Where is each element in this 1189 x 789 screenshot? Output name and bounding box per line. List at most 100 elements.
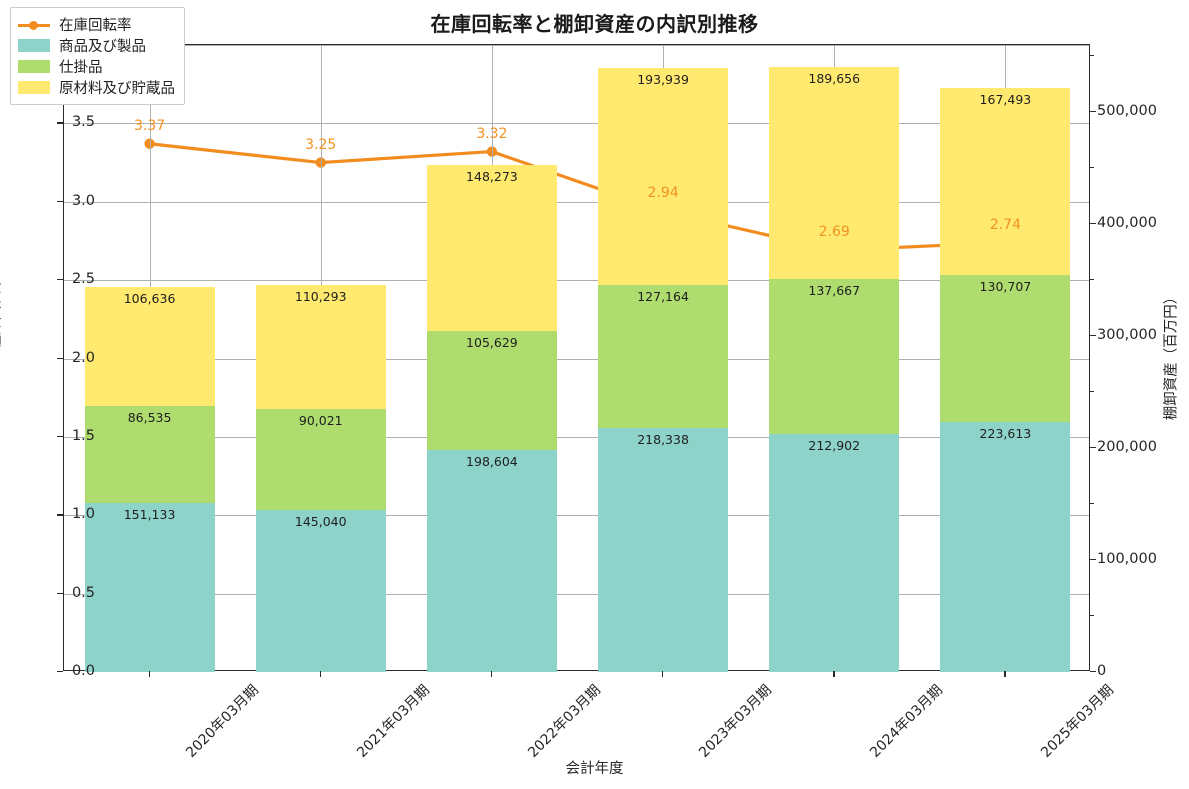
left-tick-mark <box>57 514 63 516</box>
gridline-horizontal <box>64 358 1089 360</box>
bar-segment <box>598 68 729 286</box>
bar-segment <box>255 408 386 510</box>
bar-value-label: 90,021 <box>298 412 343 428</box>
left-tick-mark <box>57 279 63 281</box>
left-tick-mark <box>57 200 63 203</box>
bar-segment <box>426 165 557 332</box>
bar-segment <box>84 502 215 672</box>
gridline-horizontal <box>64 593 1089 595</box>
bar-value-label: 137,667 <box>808 283 861 299</box>
bar-value-label: 105,629 <box>466 335 518 351</box>
legend-swatch-icon <box>18 39 50 52</box>
chart-title: 在庫回転率と棚卸資産の内訳別推移 <box>430 12 759 36</box>
right-tick-label: 0 <box>1097 663 1107 679</box>
legend-item[interactable]: 原材料及び貯蔵品 <box>18 77 175 98</box>
x-tick-mark <box>490 671 493 677</box>
line-value-label: 2.74 <box>989 216 1021 233</box>
bar-segment <box>598 285 729 428</box>
x-tick-label: 2025年03月期 <box>1038 682 1118 761</box>
chart-legend: 在庫回転率商品及び製品 仕掛品 原材料及び貯蔵品 <box>10 7 185 105</box>
bar-value-label: 86,535 <box>127 409 172 425</box>
bar-value-label: 212,902 <box>808 437 861 453</box>
bar-segment <box>255 509 386 672</box>
bar-segment <box>940 87 1071 276</box>
left-tick-mark <box>57 592 63 594</box>
left-tick-label: 3.0 <box>71 192 95 209</box>
bar-segment <box>598 427 729 672</box>
bar-segment <box>769 279 900 434</box>
legend-item-label: 在庫回転率 <box>59 18 132 34</box>
right-tick-mark <box>1090 559 1096 561</box>
gridline-horizontal <box>64 45 1089 46</box>
line-value-label: 2.94 <box>647 185 679 202</box>
bar-value-label: 145,040 <box>294 513 347 529</box>
right-tick-label: 100,000 <box>1097 551 1157 568</box>
x-tick-mark <box>148 671 150 677</box>
left-tick-label: 2.0 <box>71 349 95 366</box>
x-tick-label: 2021年03月期 <box>353 682 433 761</box>
legend-line-icon <box>18 18 50 31</box>
bar-value-label: 148,273 <box>466 169 518 185</box>
legend-item[interactable]: 在庫回転率 <box>18 14 175 35</box>
bar-value-label: 223,613 <box>979 425 1032 441</box>
plot-area: 151,133 86,535 106,636 145,040 90,021 110,293… <box>63 44 1090 672</box>
x-tick-label: 2020年03月期 <box>182 682 262 761</box>
left-tick-label: 2.5 <box>71 271 95 288</box>
legend-item[interactable]: 仕掛品 <box>18 56 175 77</box>
right-tick-mark-minor <box>1090 167 1094 169</box>
bar-value-label: 130,707 <box>979 279 1032 295</box>
right-tick-mark <box>1090 111 1096 113</box>
legend-swatch-icon <box>18 60 50 73</box>
x-tick-label: 2022年03月期 <box>524 682 604 761</box>
right-tick-mark-minor <box>1090 279 1094 281</box>
left-tick-label: 0.0 <box>71 663 95 679</box>
bar-segment <box>769 67 900 280</box>
right-tick-mark <box>1090 223 1096 225</box>
left-tick-mark <box>57 122 63 124</box>
x-axis-title: 会計年度 <box>565 761 624 777</box>
bar-value-label: 193,939 <box>637 72 689 88</box>
bar-value-label: 189,656 <box>808 71 861 87</box>
left-tick-mark <box>57 435 63 438</box>
right-tick-mark <box>1090 447 1096 449</box>
left-tick-mark <box>57 357 63 359</box>
right-tick-mark-minor <box>1090 391 1094 393</box>
right-tick-label: 200,000 <box>1097 439 1157 456</box>
left-tick-label: 0.5 <box>71 584 95 601</box>
right-tick-mark <box>1090 671 1096 673</box>
line-value-label: 2.69 <box>818 224 850 241</box>
legend-item-label: 仕掛品 <box>59 60 103 76</box>
x-tick-mark <box>833 671 835 677</box>
bar-value-label: 198,604 <box>466 453 518 469</box>
bar-segment <box>255 285 386 409</box>
x-tick-label: 2024年03月期 <box>867 682 947 761</box>
x-tick-mark <box>662 671 664 677</box>
left-tick-mark <box>57 671 63 673</box>
line-value-label: 3.32 <box>476 125 508 142</box>
gridline-horizontal <box>64 201 1089 203</box>
right-tick-mark-minor <box>1090 615 1094 617</box>
line-value-label: 3.37 <box>133 117 166 134</box>
right-tick-label: 500,000 <box>1097 103 1157 120</box>
right-tick-mark <box>1090 335 1096 337</box>
legend-item[interactable]: 商品及び製品 <box>18 35 175 56</box>
left-axis-title: 在庫回転率 <box>0 276 4 350</box>
right-tick-mark-minor <box>1090 503 1094 505</box>
bar-segment <box>84 286 215 406</box>
bar-segment <box>84 405 215 503</box>
right-tick-mark-minor <box>1090 55 1094 57</box>
bar-segment <box>940 275 1071 422</box>
left-tick-label: 3.5 <box>71 114 95 131</box>
right-tick-label: 400,000 <box>1097 215 1157 232</box>
gridline-horizontal <box>64 436 1089 438</box>
bar-value-label: 167,493 <box>979 91 1032 107</box>
x-tick-mark <box>1004 671 1006 677</box>
left-tick-label: 1.5 <box>71 427 95 444</box>
bar-segment <box>940 421 1071 672</box>
legend-item-label: 商品及び製品 <box>59 39 146 55</box>
gridline-horizontal <box>64 280 1089 282</box>
bar-value-label: 151,133 <box>123 506 176 522</box>
x-tick-label: 2023年03月期 <box>696 682 775 761</box>
bar-value-label: 127,164 <box>637 289 689 305</box>
